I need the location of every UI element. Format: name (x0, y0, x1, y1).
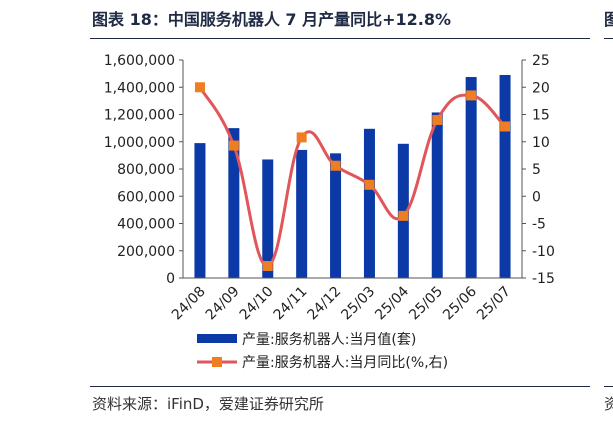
x-tick-label: 24/10 (237, 284, 277, 324)
left-tick-label: 1,000,000 (104, 135, 175, 151)
right-tick-label: 0 (532, 189, 541, 205)
right-tick-label: 15 (532, 108, 550, 124)
x-tick-label: 25/06 (440, 283, 480, 323)
yoy-marker-25/07 (500, 121, 511, 132)
title-rule (90, 38, 590, 39)
next-source-rule-fragment (604, 386, 613, 387)
legend-bar-label: 产量:服务机器人:当月值(套) (242, 332, 416, 348)
bar-25/07 (499, 74, 511, 278)
x-tick-label: 24/12 (305, 284, 345, 324)
bar-25/06 (465, 77, 477, 278)
left-tick-label: 1,200,000 (104, 108, 175, 124)
left-tick-label: 800,000 (117, 162, 175, 178)
line-layer (194, 82, 511, 272)
right-tick-label: -10 (532, 244, 555, 260)
bar-24/10 (262, 159, 274, 278)
x-tick-label: 25/05 (406, 284, 446, 324)
yoy-marker-24/08 (194, 82, 205, 93)
yoy-marker-25/05 (432, 114, 443, 125)
yoy-marker-24/12 (330, 160, 341, 171)
yoy-marker-25/06 (466, 90, 477, 101)
next-source-fragment: 资 (604, 395, 613, 413)
legend-line-marker (212, 357, 222, 367)
axes-layer: 0 200,000 400,000 600,000 800,000 1,000,000 1,… (104, 53, 555, 323)
yoy-marker-24/11 (296, 132, 307, 143)
yoy-marker-25/04 (398, 210, 409, 221)
legend-bar-swatch (197, 334, 237, 343)
left-tick-label: 1,600,000 (104, 53, 175, 69)
yoy-marker-24/09 (228, 140, 239, 151)
right-tick-label: -15 (532, 271, 555, 287)
bar-25/05 (431, 112, 443, 278)
x-tick-label: 24/09 (203, 284, 243, 324)
bar-24/08 (194, 143, 206, 278)
left-tick-label: 600,000 (117, 189, 175, 205)
x-tick-label: 25/07 (474, 284, 514, 324)
left-tick-label: 0 (166, 271, 175, 287)
right-tick-label: -5 (532, 217, 546, 233)
figure-title: 图表 18：中国服务机器人 7 月产量同比+12.8% (92, 10, 452, 29)
yoy-marker-25/03 (364, 179, 375, 190)
right-tick-label: 5 (532, 162, 541, 178)
source-rule (90, 386, 590, 387)
x-tick-label: 24/08 (169, 284, 209, 324)
bar-25/03 (363, 128, 375, 278)
left-tick-label: 400,000 (117, 217, 175, 233)
next-figure-title-fragment: 图 (604, 10, 613, 29)
legend-line-label: 产量:服务机器人:当月同比(%,右) (242, 355, 448, 371)
left-tick-label: 200,000 (117, 244, 175, 260)
bar-24/09 (228, 128, 240, 278)
right-tick-label: 25 (532, 53, 550, 69)
legend: 产量:服务机器人:当月值(套) 产量:服务机器人:当月同比(%,右) (197, 332, 448, 371)
yoy-line (198, 86, 507, 268)
left-tick-label: 1,400,000 (104, 80, 175, 96)
source-note: 资料来源：iFinD，爱建证券研究所 (92, 395, 324, 413)
bar-24/12 (330, 153, 342, 278)
x-tick-label: 25/04 (372, 283, 412, 323)
yoy-marker-24/10 (262, 261, 273, 272)
x-tick-label: 24/11 (271, 284, 311, 324)
right-tick-label: 20 (532, 80, 550, 96)
x-tick-label: 25/03 (338, 284, 378, 324)
right-tick-label: 10 (532, 135, 550, 151)
next-title-rule-fragment (604, 38, 613, 39)
bar-24/11 (296, 149, 308, 278)
